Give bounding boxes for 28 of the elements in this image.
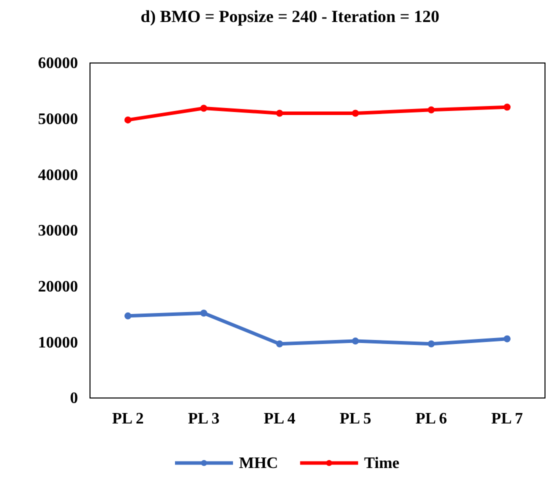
y-tick-label: 20000 — [38, 278, 78, 296]
x-tick-label: PL 6 — [415, 410, 448, 428]
point — [124, 312, 132, 320]
point — [504, 335, 511, 342]
y-tick-label: 60000 — [38, 55, 78, 72]
point — [200, 104, 208, 112]
point — [276, 110, 284, 117]
y-tick-label: 10000 — [38, 334, 78, 352]
point — [428, 106, 435, 114]
point — [200, 310, 208, 317]
x-tick-label: PL 5 — [340, 410, 372, 428]
x-tick-label: PL 4 — [264, 410, 296, 428]
point — [428, 340, 435, 348]
chart-title: d) BMO = Popsize = 240 - Iteration = 120 — [140, 7, 440, 26]
x-tick-label: PL 3 — [188, 410, 220, 428]
y-tick-label: 40000 — [38, 166, 78, 184]
point — [124, 116, 132, 124]
legend-label: Time — [364, 455, 400, 472]
x-tick-label: PL 7 — [491, 410, 523, 428]
y-tick-label: 30000 — [38, 222, 78, 240]
y-tick-label: 50000 — [38, 110, 78, 128]
y-tick-label: 0 — [70, 390, 78, 408]
point — [504, 104, 511, 111]
legend-label: MHC — [239, 455, 278, 472]
point — [352, 110, 359, 117]
point — [352, 338, 359, 345]
x-tick-label: PL 2 — [112, 410, 144, 428]
point — [276, 340, 284, 348]
